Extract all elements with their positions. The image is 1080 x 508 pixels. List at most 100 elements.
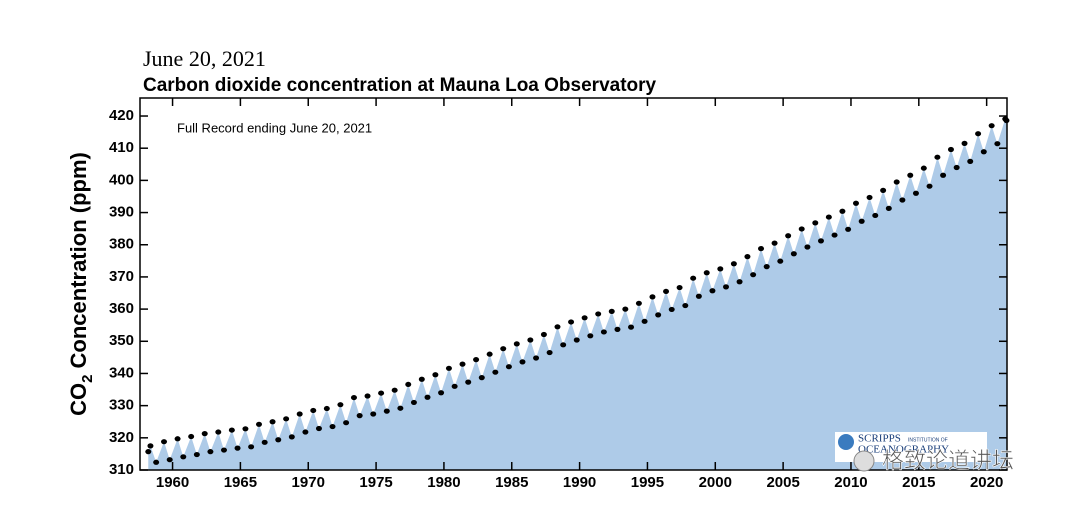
y-label-part: Concentration (ppm) — [66, 152, 91, 368]
data-point — [343, 420, 350, 426]
chart-title: Carbon dioxide concentration at Mauna Lo… — [143, 75, 657, 96]
data-point — [513, 341, 520, 347]
x-tick-label: 2005 — [766, 474, 799, 491]
data-point — [370, 411, 377, 417]
logo-text: OCEANOGRAPHY — [858, 444, 949, 456]
data-point — [459, 361, 466, 367]
y-axis-label: CO2 Concentration (ppm) — [66, 152, 96, 416]
data-point — [161, 439, 168, 445]
data-point — [885, 205, 892, 211]
data-point — [296, 411, 303, 417]
data-point — [595, 311, 602, 317]
data-point — [215, 429, 222, 435]
data-point — [188, 433, 195, 440]
data-point — [649, 294, 656, 300]
x-tick-label: 1985 — [495, 474, 528, 491]
data-point — [763, 264, 770, 270]
data-point — [147, 443, 154, 449]
data-point — [635, 300, 642, 306]
data-point — [540, 331, 547, 338]
data-point — [703, 270, 710, 276]
data-point — [486, 351, 493, 357]
data-point — [934, 154, 941, 160]
data-point — [201, 431, 208, 437]
data-point — [248, 444, 255, 450]
x-tick-label: 1965 — [224, 474, 257, 491]
x-tick-label: 1980 — [427, 474, 460, 491]
data-point — [364, 393, 371, 399]
area — [148, 118, 1007, 470]
data-point — [790, 251, 797, 257]
data-point — [315, 425, 322, 432]
data-point — [568, 319, 575, 325]
y-label-subscript: 2 — [79, 374, 96, 382]
y-tick-label: 410 — [109, 139, 134, 156]
data-point — [527, 337, 534, 343]
data-point — [975, 131, 982, 137]
data-point — [907, 172, 914, 178]
data-point — [310, 407, 317, 414]
chart-date: June 20, 2021 — [143, 46, 266, 71]
data-point — [893, 179, 900, 185]
data-point — [438, 390, 445, 396]
y-tick-label: 400 — [109, 171, 134, 188]
data-point — [451, 383, 458, 389]
data-point — [641, 318, 648, 324]
data-point — [988, 123, 995, 129]
data-point — [663, 288, 670, 295]
y-tick-label: 320 — [109, 429, 134, 446]
data-point — [858, 218, 865, 224]
data-point — [424, 394, 431, 400]
data-point — [533, 355, 540, 361]
data-point — [628, 324, 635, 330]
data-point — [825, 214, 832, 220]
x-tick-label: 1990 — [563, 474, 596, 491]
x-tick-label: 1970 — [292, 474, 325, 491]
data-point — [242, 426, 249, 432]
data-point — [397, 405, 404, 411]
data-point — [505, 364, 512, 370]
data-point — [912, 190, 919, 196]
data-point — [614, 326, 621, 332]
x-tick-label: 2010 — [834, 474, 867, 491]
data-point — [383, 408, 390, 414]
logo-text: INSTITUTION OF — [908, 437, 948, 443]
data-point — [465, 379, 472, 385]
logo-icon — [838, 434, 854, 450]
plot-area: 310 320 330 340 350 360 370 380 390 400 410 420 1960… — [109, 97, 1010, 491]
data-point — [323, 405, 330, 412]
data-point — [744, 254, 751, 260]
data-point — [785, 233, 792, 239]
data-point — [378, 390, 385, 396]
data-point — [750, 272, 757, 278]
data-point — [356, 413, 363, 419]
data-point — [812, 220, 819, 226]
data-point — [831, 232, 838, 238]
data-point — [866, 194, 873, 201]
data-point — [655, 312, 662, 318]
data-point — [758, 246, 765, 252]
data-point — [717, 266, 724, 272]
watermark: 格致论道讲坛 — [882, 448, 1014, 473]
data-point — [145, 449, 152, 455]
data-point — [967, 158, 974, 164]
y-tick-label: 390 — [109, 204, 134, 221]
data-point — [350, 394, 357, 401]
x-tick-label: 1995 — [631, 474, 664, 491]
data-point — [174, 436, 181, 442]
data-point — [473, 357, 480, 363]
y-tick-label: 310 — [109, 461, 134, 478]
x-tick-label: 2000 — [699, 474, 732, 491]
data-point — [668, 306, 675, 313]
data-point — [410, 399, 417, 406]
watermark-icon — [853, 450, 875, 472]
data-point — [723, 284, 730, 290]
data-point — [478, 375, 485, 381]
data-point — [736, 279, 743, 285]
data-point — [608, 308, 615, 314]
data-point — [695, 293, 702, 299]
annotation: Full Record ending June 20, 2021 — [177, 120, 372, 135]
data-point — [234, 445, 241, 451]
